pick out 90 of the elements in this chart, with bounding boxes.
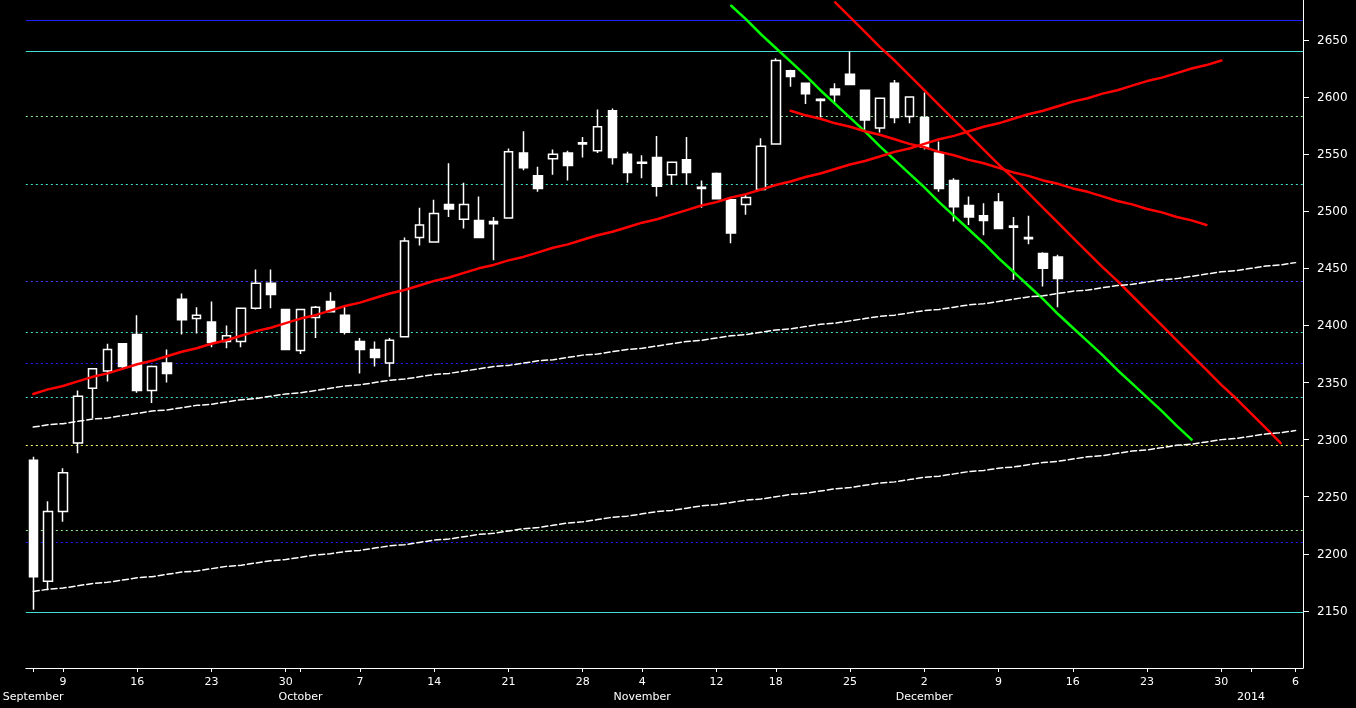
x-tick-label: 4 November: [613, 675, 672, 703]
x-tick-label: September: [2, 690, 65, 703]
candlestick: [874, 97, 886, 134]
candlestick: [622, 151, 633, 184]
candlestick: [755, 137, 767, 191]
candlestick: [725, 199, 737, 244]
candlestick: [250, 268, 262, 311]
candlestick: [948, 177, 960, 223]
x-tick-label: 23: [204, 675, 219, 688]
candlestick: [993, 192, 1004, 230]
candlestick: [57, 467, 69, 523]
candlestick: [131, 314, 143, 394]
candlestick: [339, 305, 351, 336]
candlestick: [933, 140, 945, 193]
y-tick-label: 2600: [1317, 90, 1348, 105]
x-tick-label: 18: [768, 675, 783, 688]
x-tick-label: 6: [1292, 675, 1300, 688]
candlestick: [666, 161, 678, 186]
y-tick-label: 2250: [1317, 489, 1348, 504]
y-tick-label: 2400: [1317, 318, 1348, 333]
candlestick: [978, 202, 989, 236]
candlestick: [369, 340, 381, 368]
candlestick: [696, 179, 707, 209]
candlestick: [265, 268, 277, 310]
candlestick: [636, 154, 648, 179]
candlestick: [488, 216, 499, 262]
y-tick-label: 2300: [1317, 432, 1348, 447]
candlestick: [102, 342, 113, 383]
candlestick: [607, 107, 618, 166]
candlestick: [562, 149, 574, 182]
x-tick-label: 9: [995, 675, 1003, 688]
x-tick-label: 30: [1214, 675, 1229, 688]
candlestick: [503, 147, 514, 219]
y-tick-label: 2350: [1317, 375, 1348, 390]
candlestick: [384, 337, 395, 378]
candlestick: [176, 292, 188, 336]
candlestick: [206, 300, 217, 348]
x-tick-label: 16: [130, 675, 145, 688]
candlestick: [577, 136, 588, 159]
y-tick-label: 2550: [1317, 147, 1348, 162]
candlestick: [414, 207, 425, 247]
candlestick: [473, 195, 485, 239]
candlestick: [399, 236, 410, 338]
candlestick: [904, 96, 915, 125]
x-tick-label: 14: [427, 675, 442, 688]
candlestick: [785, 68, 796, 88]
candlestick: [354, 337, 366, 375]
candlestick: [651, 135, 663, 198]
y-tick-label: 2450: [1317, 261, 1348, 276]
x-tick-label: 2 December: [895, 675, 954, 703]
candlestick: [592, 108, 603, 154]
candlestick: [889, 79, 900, 125]
candlestick: [191, 306, 202, 335]
y-tick-label: 2500: [1317, 204, 1348, 219]
x-tick-label: 12: [709, 675, 724, 688]
candlestick: [146, 364, 158, 404]
candlestick: [1023, 215, 1034, 246]
candlestick: [458, 181, 470, 230]
candlestick: [770, 57, 782, 145]
y-tick-label: 2200: [1317, 546, 1348, 561]
candlestick: [443, 162, 455, 218]
x-tick-label: October: [278, 690, 324, 703]
candlestick: [161, 348, 173, 384]
x-tick-label: 25: [843, 675, 858, 688]
x-tick-label: 2014: [1237, 690, 1266, 703]
candlestick: [740, 193, 752, 216]
x-tick-label: 28: [575, 675, 590, 688]
candlestick: [681, 136, 692, 186]
candlestick: [800, 82, 811, 105]
x-tick-label: 16: [1065, 675, 1080, 688]
x-tick-label: 7: [356, 675, 364, 688]
candlestick: [815, 97, 826, 119]
candlestick: [1008, 216, 1019, 281]
candlestick: [428, 199, 440, 243]
x-tick-label: 30: [278, 675, 293, 688]
candlestick: [532, 165, 544, 193]
x-tick-label: 21: [501, 675, 516, 688]
candlestick: [518, 130, 529, 171]
candlestick: [963, 195, 975, 226]
x-tick-label: 9: [59, 675, 67, 688]
candlestick: [844, 50, 856, 86]
y-tick-label: 2150: [1317, 603, 1348, 618]
y-tick-label: 2650: [1317, 32, 1348, 47]
candlestick: [829, 82, 841, 104]
candlestick: [859, 89, 871, 131]
line-series: [729, 4, 1193, 441]
x-tick-label: 23: [1140, 675, 1155, 688]
candlestick: [711, 171, 722, 200]
candlestick: [1037, 251, 1049, 288]
candlestick: [547, 148, 559, 176]
